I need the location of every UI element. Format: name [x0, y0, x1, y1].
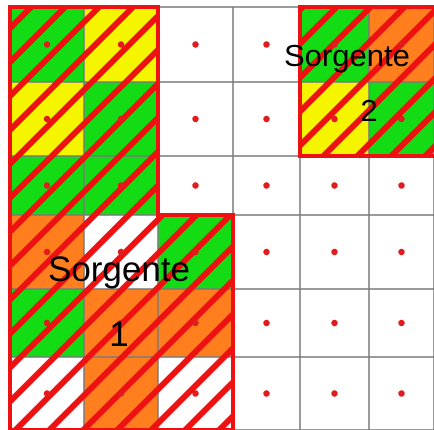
cell-dot: [331, 248, 338, 256]
cell-dot: [398, 182, 405, 189]
source-labels: Sorgente 1 Sorgente 2: [48, 38, 410, 354]
cell-dot: [331, 319, 338, 327]
cell-dot: [192, 115, 199, 123]
cell-dot: [331, 115, 338, 123]
cell-dot: [117, 319, 125, 327]
cell-dot: [331, 390, 338, 397]
cell-dot: [43, 248, 51, 256]
cell-dot: [331, 182, 338, 189]
cell-dot: [117, 41, 125, 48]
source-outlines: [8, 5, 434, 430]
cell-dot: [331, 41, 338, 48]
cell-center-dots: [43, 41, 405, 397]
cell-dot: [192, 182, 199, 189]
cell-dot: [43, 115, 51, 123]
source-2-name: Sorgente: [284, 38, 410, 73]
cell-dot: [117, 248, 125, 256]
source-2-number: 2: [360, 93, 377, 128]
cell-dot: [43, 182, 51, 189]
source-1-number: 1: [109, 315, 128, 354]
cell-dot: [398, 41, 405, 48]
cell-dot: [117, 182, 125, 189]
source-1-name: Sorgente: [48, 250, 190, 289]
cell-dot: [192, 248, 199, 256]
cell-dot: [117, 115, 125, 123]
source-1-outline: [8, 5, 235, 430]
source-2-outline: [298, 5, 434, 158]
cell-dot: [398, 390, 405, 397]
cell-dot: [263, 115, 270, 123]
cell-dot: [263, 182, 270, 189]
cell-dot: [192, 390, 199, 397]
cell-dot: [192, 319, 199, 327]
cell-dot: [43, 41, 51, 48]
cell-dot: [398, 248, 405, 256]
cell-dot: [398, 115, 405, 123]
cell-dot: [263, 319, 270, 327]
cell-dot: [192, 41, 199, 48]
cell-dot: [398, 319, 405, 327]
cell-dot: [263, 390, 270, 397]
cell-dot: [263, 248, 270, 256]
cell-dot: [43, 390, 51, 397]
cell-dot: [263, 41, 270, 48]
cell-dot: [43, 319, 51, 327]
cell-dot: [117, 390, 125, 397]
